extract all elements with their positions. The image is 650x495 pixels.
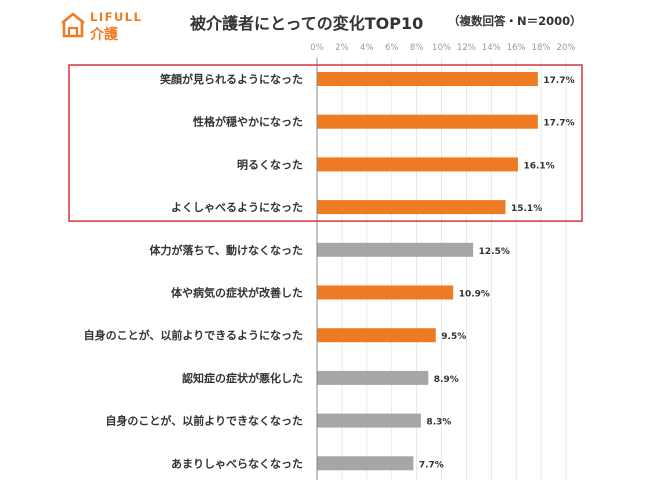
category-label: あまりしゃべらなくなった [171, 457, 303, 470]
category-label: 体力が落ちて、動けなくなった [150, 243, 303, 257]
bar [317, 157, 518, 172]
highlight-frame [68, 64, 583, 222]
bar [317, 285, 454, 300]
x-tick-label: 10% [432, 43, 451, 53]
x-tick-label: 12% [457, 43, 476, 53]
house-icon [61, 12, 85, 38]
bar [317, 413, 421, 428]
x-tick-label: 0% [310, 43, 324, 53]
x-tick-label: 14% [482, 43, 501, 53]
bar [317, 114, 538, 129]
value-label: 17.7% [543, 76, 574, 86]
category-label: 体や病気の症状が改善した [171, 286, 303, 300]
chart-title: 被介護者にとっての変化TOP10 [190, 14, 424, 33]
value-label: 10.9% [459, 290, 490, 300]
category-label: 笑顔が見られるようになった [160, 72, 303, 86]
value-label: 8.9% [434, 375, 459, 385]
x-tick-label: 8% [410, 43, 424, 53]
category-label: よくしゃべるようになった [171, 201, 303, 214]
logo-brand-jp: 介護 [90, 27, 118, 43]
category-label: 性格が穏やかになった [193, 115, 303, 129]
value-label: 15.1% [511, 204, 542, 214]
category-label: 認知症の症状が悪化した [182, 371, 303, 385]
bar [317, 370, 429, 385]
x-tick-label: 20% [557, 43, 576, 53]
x-tick-label: 2% [335, 43, 349, 53]
chart-note: （複数回答・N＝2000） [448, 14, 582, 28]
x-tick-label: 4% [360, 43, 374, 53]
x-tick-label: 6% [385, 43, 399, 53]
category-label: 明るくなった [237, 158, 303, 171]
category-label: 自身のことが、以前よりできるようになった [84, 328, 303, 342]
x-tick-label: 18% [532, 43, 551, 53]
bar [317, 456, 414, 471]
bar [317, 328, 436, 343]
value-label: 16.1% [523, 161, 554, 171]
value-label: 8.3% [426, 418, 451, 428]
logo-brand-en: LIFULL [90, 10, 143, 24]
x-tick-label: 16% [507, 43, 526, 53]
value-label: 7.7% [419, 460, 444, 470]
value-label: 12.5% [479, 247, 510, 257]
value-label: 9.5% [441, 332, 466, 342]
bar [317, 242, 474, 257]
category-label: 自身のことが、以前よりできなくなった [105, 414, 303, 428]
bar [317, 72, 538, 86]
bar [317, 200, 506, 215]
lifull-logo: LIFULL 介護 [60, 8, 180, 43]
value-label: 17.7% [543, 119, 574, 129]
